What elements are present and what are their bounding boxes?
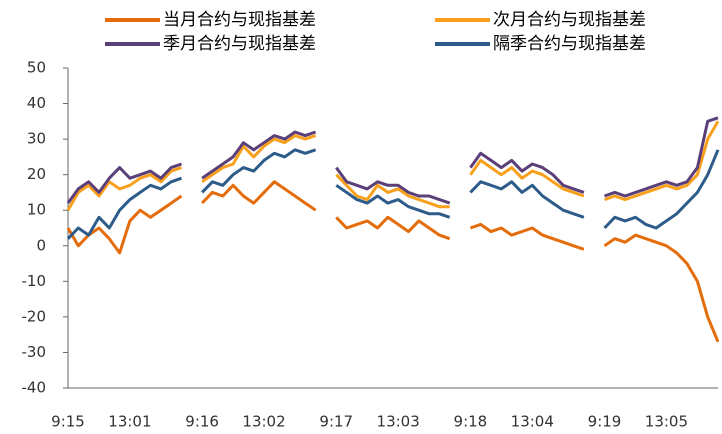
- x-tick-label: 9:19: [588, 413, 622, 431]
- y-tick-label: 0: [36, 236, 46, 254]
- y-tick-label: 30: [27, 130, 46, 148]
- y-tick-label: 10: [27, 201, 46, 219]
- x-tick-label: 9:17: [319, 413, 353, 431]
- x-tick-label: 9:15: [51, 413, 85, 431]
- series-line: [66, 120, 720, 211]
- x-tick-label: 13:01: [108, 413, 151, 431]
- x-tick-label: 13:05: [645, 413, 688, 431]
- y-tick-label: 40: [27, 94, 46, 112]
- y-tick-label: -10: [22, 272, 47, 290]
- y-tick-label: -40: [22, 379, 47, 397]
- series-line: [66, 116, 719, 205]
- y-tick-label: 50: [27, 59, 46, 77]
- x-tick-label: 13:04: [511, 413, 554, 431]
- y-tick-label: -20: [22, 307, 47, 325]
- series-line: [66, 148, 720, 240]
- y-tick-label: -30: [22, 343, 47, 361]
- x-tick-label: 9:18: [454, 413, 488, 431]
- legend-label: 次月合约与现指基差: [493, 10, 646, 30]
- x-tick-label: 13:03: [377, 413, 420, 431]
- legend-label: 当月合约与现指基差: [163, 10, 316, 30]
- x-tick-label: 13:02: [242, 413, 285, 431]
- legend-label: 季月合约与现指基差: [163, 34, 316, 54]
- legend-label: 隔季合约与现指基差: [493, 34, 646, 54]
- x-tick-label: 9:16: [185, 413, 219, 431]
- series-line: [66, 180, 720, 343]
- y-tick-label: 20: [27, 165, 46, 183]
